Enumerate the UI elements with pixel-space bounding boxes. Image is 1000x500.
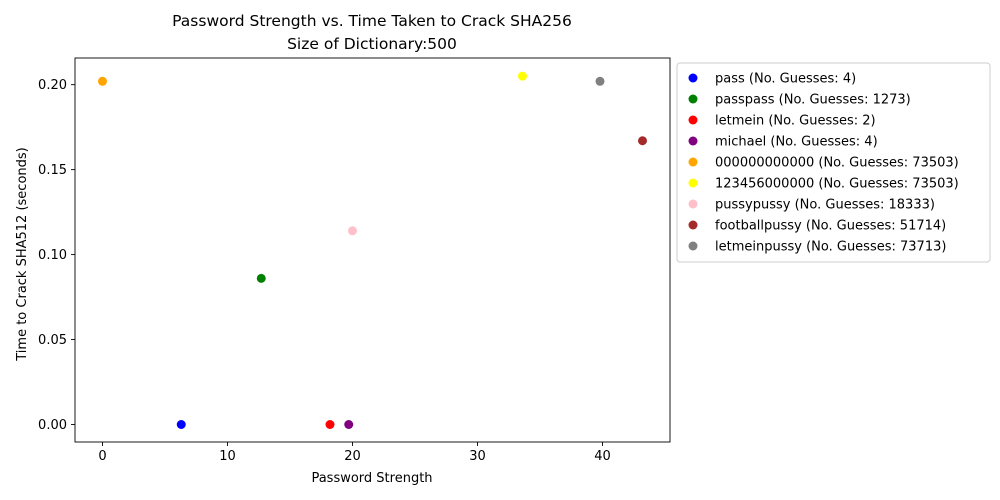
data-point (98, 76, 107, 86)
data-point (325, 419, 335, 429)
legend-marker (688, 199, 698, 209)
y-tick-label: 0.15 (38, 163, 67, 178)
legend-label: 000000000000 (No. Guesses: 73503) (715, 156, 959, 171)
legend-marker (688, 178, 698, 188)
legend-marker (688, 73, 698, 83)
y-tick-label: 0.10 (38, 248, 67, 263)
data-point (176, 419, 186, 429)
x-tick-label: 20 (344, 449, 361, 464)
x-tick-label: 0 (98, 449, 106, 464)
y-tick-label: 0.05 (38, 333, 67, 348)
data-point (638, 136, 647, 146)
legend-box (676, 62, 991, 263)
plot-frame (74, 57, 671, 443)
legend-marker (688, 220, 698, 230)
x-tick-label: 40 (594, 449, 611, 464)
data-point (518, 71, 527, 81)
x-tick-label: 30 (469, 449, 486, 464)
y-tick-label: 0.20 (38, 78, 67, 93)
legend: pass (No. Guesses: 4) passpass (No. Guess… (676, 62, 991, 263)
data-point (344, 419, 354, 429)
data-point (595, 76, 605, 86)
legend-label: pass (No. Guesses: 4) (715, 72, 856, 87)
legend-label: letmein (No. Guesses: 2) (715, 114, 876, 129)
legend-label: pussypussy (No. Guesses: 18333) (715, 198, 935, 213)
legend-label: letmeinpussy (No. Guesses: 73713) (715, 240, 946, 255)
data-point (348, 226, 357, 236)
chart-subtitle: Size of Dictionary:500 (287, 35, 457, 53)
x-tick-label: 10 (219, 449, 236, 464)
legend-marker (688, 157, 698, 167)
chart-title: Password Strength vs. Time Taken to Crac… (172, 12, 572, 30)
data-point (256, 273, 266, 283)
legend-marker (688, 241, 698, 251)
legend-marker (688, 115, 698, 125)
y-axis-label: Time to Crack SHA512 (seconds) (15, 147, 30, 361)
legend-label: footballpussy (No. Guesses: 51714) (715, 219, 946, 234)
y-tick-label: 0.00 (38, 418, 67, 433)
legend-marker (688, 136, 698, 146)
legend-label: michael (No. Guesses: 4) (715, 135, 878, 150)
legend-label: 123456000000 (No. Guesses: 73503) (715, 177, 959, 192)
legend-label: passpass (No. Guesses: 1273) (715, 93, 911, 108)
legend-marker (688, 94, 698, 104)
x-axis-label: Password Strength (311, 471, 432, 486)
